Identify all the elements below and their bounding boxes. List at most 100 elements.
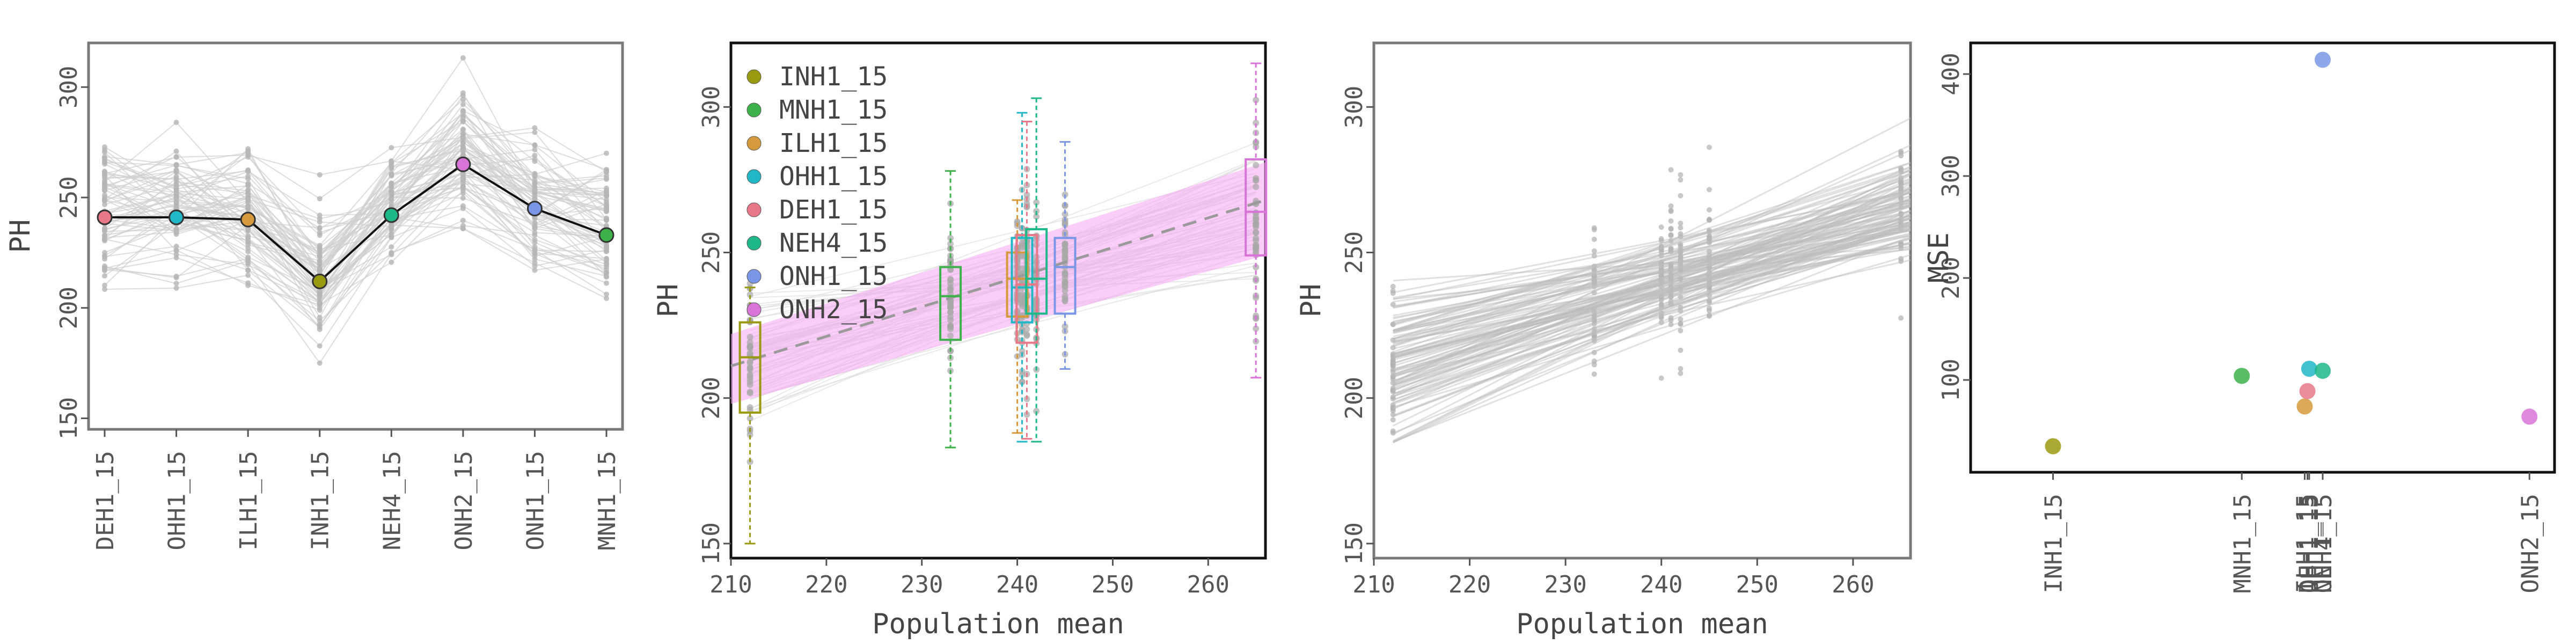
individual-point (460, 195, 466, 201)
individual-point (1898, 241, 1904, 247)
regression-line (1393, 178, 1911, 325)
individual-point (460, 97, 466, 103)
individual-point (1668, 262, 1674, 268)
individual-point (1707, 279, 1712, 285)
individual-line (104, 94, 607, 229)
individual-point (604, 209, 609, 215)
regression-line (1393, 214, 1911, 332)
individual-point (1033, 213, 1040, 220)
x-tick-label: 260 (1187, 571, 1230, 598)
individual-point (1658, 294, 1664, 300)
individual-line (104, 189, 607, 305)
individual-point (389, 163, 394, 169)
individual-point (1591, 237, 1597, 243)
individual-point (173, 162, 179, 168)
individual-point (317, 314, 323, 320)
plot-frame (1969, 41, 2556, 474)
individual-point (1668, 218, 1674, 224)
individual-point (389, 251, 394, 257)
individual-point (1658, 313, 1664, 319)
individual-point (1062, 240, 1069, 247)
individual-line (104, 149, 607, 270)
individual-point (317, 307, 323, 313)
y-axis-title: PH (652, 284, 684, 318)
individual-point (947, 322, 954, 329)
regression-line (1393, 149, 1911, 383)
individual-point (1658, 273, 1664, 279)
panel-2: 210 220 230 240 250 260 150 200 250 300 Population… (652, 41, 1268, 640)
individual-point (1898, 315, 1904, 321)
individual-point (1898, 217, 1904, 223)
individual-point (245, 150, 251, 156)
regression-line (1393, 237, 1911, 386)
individual-point (747, 389, 753, 396)
individual-point (604, 258, 609, 264)
individual-point (1707, 229, 1712, 235)
individual-point (1668, 226, 1674, 232)
individual-point (460, 126, 466, 132)
trend-line (730, 199, 1266, 368)
x-tick-label: 210 (1352, 571, 1395, 598)
regression-line (1393, 162, 1911, 340)
individual-point (102, 268, 107, 274)
individual-point (947, 235, 954, 241)
individual-point (604, 248, 609, 254)
individual-point (1678, 231, 1684, 237)
individual-line (104, 131, 607, 258)
individual-point (1668, 317, 1674, 323)
individual-point (102, 273, 107, 279)
regression-line (1393, 199, 1911, 364)
regression-line (1393, 221, 1911, 405)
panel-1: 150 200 250 300 DEH1_15 OHH1_15 ILH1_15 INH1_15… (4, 41, 624, 550)
regression-line (1393, 224, 1911, 350)
individual-point (1707, 293, 1712, 299)
individual-point (1390, 376, 1396, 382)
individual-point (317, 360, 323, 366)
mean-point-INH1_15 (312, 273, 328, 289)
individual-point (460, 55, 466, 61)
y-tick-label: 200 (698, 377, 725, 419)
individual-point (460, 171, 466, 177)
individual-point (460, 108, 466, 114)
x-tick-label: ONH2_15 (450, 451, 478, 550)
regression-line (1393, 201, 1911, 340)
individual-point (245, 254, 251, 260)
legend-key-ONH1_15 (747, 269, 762, 284)
individual-point (1658, 253, 1664, 259)
individual-point (1591, 248, 1597, 254)
individual-line (104, 135, 607, 326)
individual-point (532, 187, 538, 193)
y-tick-label: 250 (698, 231, 725, 274)
individual-point (389, 189, 394, 195)
individual-point (1678, 317, 1684, 323)
individual-point (102, 188, 107, 194)
y-tick-label: 250 (1341, 231, 1368, 274)
y-tick-label: 300 (1341, 86, 1368, 128)
individual-point (1678, 294, 1684, 300)
individual-point (747, 365, 753, 372)
individual-point (1707, 305, 1712, 311)
individual-point (604, 215, 609, 221)
x-tick-label: DEH1_15 (2295, 494, 2322, 593)
individual-point (317, 326, 323, 332)
individual-point (1668, 203, 1674, 209)
individual-point (1019, 371, 1026, 378)
mse-point-DEH1_15 (2299, 383, 2316, 399)
individual-point (1591, 253, 1597, 259)
individual-point (1658, 301, 1664, 307)
individual-point (1668, 167, 1674, 173)
individual-point (1591, 326, 1597, 332)
individual-point (245, 204, 251, 210)
legend-label-NEH4_15: NEH4_15 (779, 228, 888, 258)
x-tick-label: DEH1_15 (92, 451, 119, 550)
regression-line (1393, 204, 1911, 342)
regression-line (1393, 190, 1911, 325)
legend-label-INH1_15: INH1_15 (779, 62, 888, 92)
individual-point (1707, 252, 1712, 258)
individual-point (1390, 387, 1396, 393)
regression-line (1393, 216, 1911, 416)
individual-point (1668, 321, 1674, 327)
individual-point (532, 251, 538, 257)
regression-line (1393, 224, 1911, 382)
regression-line (1393, 180, 1911, 442)
